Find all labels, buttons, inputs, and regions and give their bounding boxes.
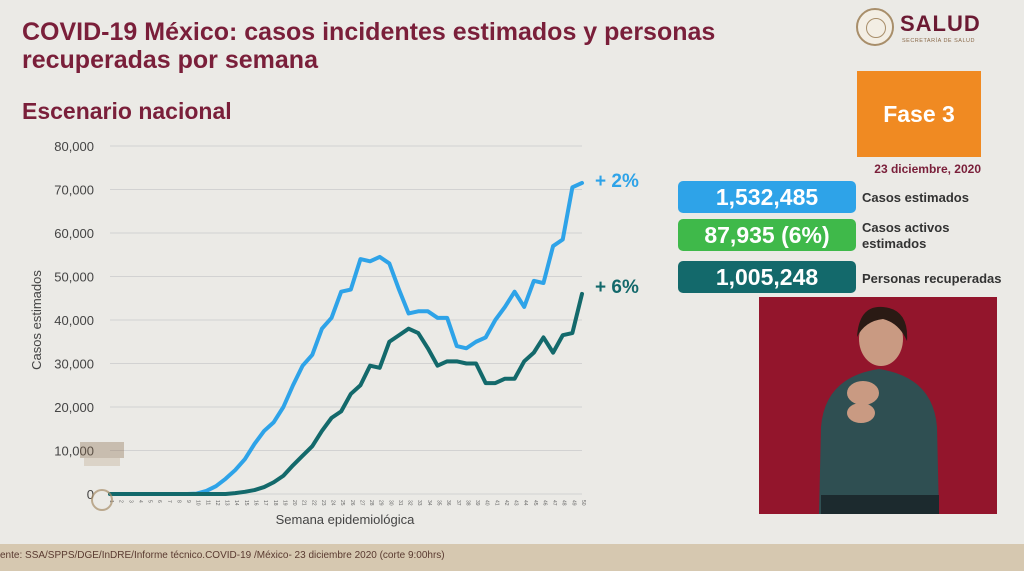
- x-tick-label: 50: [580, 500, 586, 506]
- logo-text: SALUD: [900, 11, 981, 36]
- x-tick-label: 6: [156, 500, 162, 503]
- x-tick-label: 11: [204, 500, 210, 505]
- interpreter-figure-icon: [819, 306, 939, 514]
- x-tick-label: 32: [407, 500, 413, 506]
- y-axis-label: Casos estimados: [29, 270, 44, 370]
- chart-grid: [110, 145, 582, 495]
- annotation-casos-estimados: + 2%: [595, 171, 639, 192]
- x-axis-ticks: 1 2 3 4 5 6 7 8 9 10 11 12 13 14 15 16 17 18 19 20 21 22 23 24 2…: [108, 500, 586, 506]
- stat-casos-activos-label: Casos activos estimados: [862, 220, 950, 251]
- x-tick-label: 16: [252, 500, 258, 506]
- stat-recuperadas-value: 1,005,248: [678, 261, 856, 293]
- x-tick-label: 36: [445, 500, 451, 506]
- annotation-recuperadas: + 6%: [595, 277, 639, 298]
- x-tick-label: 46: [541, 500, 547, 506]
- x-tick-label: 14: [233, 500, 239, 506]
- x-tick-label: 22: [310, 500, 316, 506]
- x-tick-label: 26: [349, 500, 355, 506]
- stat-recuperadas-label: Personas recuperadas: [862, 271, 1002, 286]
- stat-casos-estimados-label: Casos estimados: [862, 190, 969, 205]
- x-tick-label: 13: [224, 500, 230, 506]
- x-tick-label: 25: [339, 500, 345, 506]
- x-tick-label: 21: [301, 500, 307, 506]
- y-tick-label: 40,000: [54, 313, 94, 328]
- x-tick-label: 42: [503, 500, 509, 506]
- x-tick-label: 33: [416, 500, 422, 506]
- footer-bar: ente: SSA/SPPS/DGE/InDRE/Informe técnico…: [0, 544, 1024, 571]
- y-tick-label: 20,000: [54, 400, 94, 415]
- x-tick-label: 45: [532, 500, 538, 506]
- x-tick-label: 40: [484, 500, 490, 506]
- x-tick-label: 15: [243, 500, 249, 506]
- x-tick-label: 38: [464, 500, 470, 506]
- x-tick-label: 30: [387, 500, 393, 506]
- x-tick-label: 47: [551, 500, 557, 506]
- y-tick-label: 80,000: [54, 139, 94, 154]
- x-tick-label: 28: [368, 500, 374, 506]
- x-tick-label: 35: [436, 500, 442, 506]
- x-tick-label: 18: [272, 500, 278, 506]
- x-tick-label: 27: [358, 500, 364, 506]
- x-tick-label: 17: [262, 500, 268, 506]
- y-tick-label: 70,000: [54, 183, 94, 198]
- logo-subtext: SECRETARÍA DE SALUD: [902, 38, 975, 44]
- x-tick-label: 7: [166, 500, 172, 503]
- series-line-casos-estimados: [108, 180, 584, 496]
- y-tick-label: 0: [87, 487, 94, 502]
- x-tick-label: 5: [147, 500, 153, 503]
- x-tick-label: 23: [320, 500, 326, 506]
- x-tick-label: 43: [513, 500, 519, 506]
- x-tick-label: 12: [214, 500, 220, 506]
- stat-casos-activos-value: 87,935 (6%): [678, 219, 856, 251]
- x-tick-label: 9: [185, 500, 191, 503]
- coat-of-arms-icon: [856, 8, 894, 46]
- x-tick-label: 41: [493, 500, 499, 506]
- stat-casos-estimados-value: 1,532,485: [678, 181, 856, 213]
- x-tick-label: 44: [522, 500, 528, 506]
- x-tick-label: 10: [195, 500, 201, 506]
- y-tick-label: 10,000: [54, 444, 94, 459]
- y-tick-label: 50,000: [54, 270, 94, 285]
- x-axis-label: Semana epidemiológica: [276, 512, 416, 527]
- x-tick-label: 19: [281, 500, 287, 506]
- chart-title: COVID-19 México: casos incidentes estima…: [22, 18, 716, 74]
- phase-badge: Fase 3: [857, 71, 981, 157]
- chart-subtitle: Escenario nacional: [22, 98, 232, 124]
- x-tick-label: 4: [137, 500, 143, 503]
- x-tick-label: 20: [291, 500, 297, 506]
- x-tick-label: 34: [426, 500, 432, 506]
- x-tick-label: 31: [397, 500, 403, 506]
- y-axis-ticks: 0 10,000 20,000 30,000 40,000 50,000 60,000 70,…: [54, 139, 94, 502]
- x-tick-label: 29: [378, 500, 384, 506]
- x-tick-label: 3: [127, 500, 133, 503]
- source-note: ente: SSA/SPPS/DGE/InDRE/Informe técnico…: [0, 550, 445, 561]
- chart-lines: [108, 180, 584, 496]
- x-tick-label: 39: [474, 500, 480, 506]
- y-tick-label: 60,000: [54, 226, 94, 241]
- x-tick-label: 37: [455, 500, 461, 506]
- x-tick-label: 24: [330, 500, 336, 506]
- sign-language-interpreter-video: [759, 297, 997, 514]
- x-tick-label: 2: [118, 500, 124, 503]
- watermark-emblem-icon: [80, 442, 124, 511]
- x-tick-label: 49: [570, 500, 576, 506]
- x-tick-label: 48: [561, 500, 567, 506]
- salud-logo: SALUD SECRETARÍA DE SALUD: [856, 8, 996, 50]
- x-tick-label: 8: [175, 500, 181, 503]
- y-tick-label: 30,000: [54, 357, 94, 372]
- series-line-personas-recuperadas: [108, 291, 584, 496]
- report-date: 23 diciembre, 2020: [874, 162, 981, 176]
